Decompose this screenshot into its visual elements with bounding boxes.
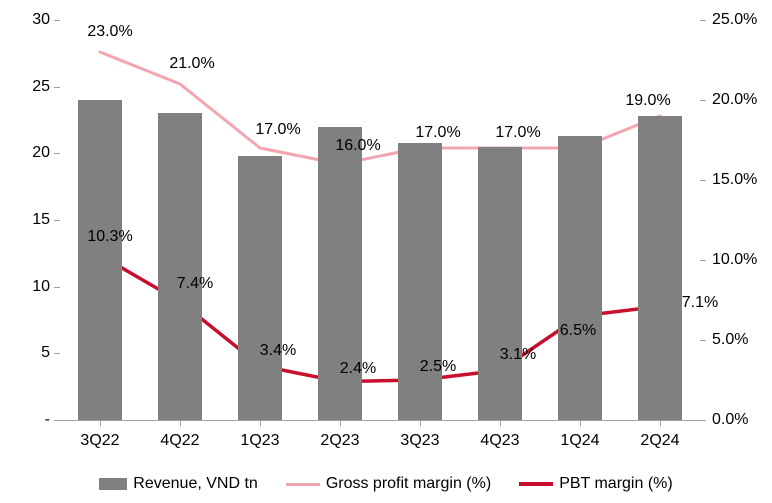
x-tick-label: 1Q24 — [560, 432, 599, 450]
line-pbt-label: 2.4% — [340, 360, 376, 378]
y-left-tick-mark — [54, 20, 60, 21]
x-tick-mark — [100, 420, 101, 426]
y-left-tick-label: 15 — [0, 211, 50, 229]
x-axis-line — [60, 420, 700, 421]
y-right-tick-mark — [700, 340, 706, 341]
x-tick-mark — [580, 420, 581, 426]
legend-swatch-revenue — [99, 478, 127, 490]
legend-item-pbt: PBT margin (%) — [519, 475, 673, 493]
y-right-tick-mark — [700, 260, 706, 261]
line-gpm-label: 23.0% — [87, 23, 132, 41]
y-left-tick-mark — [54, 87, 60, 88]
bar-revenue — [78, 100, 122, 420]
y-left-tick-mark — [54, 420, 60, 421]
y-left-tick-mark — [54, 153, 60, 154]
line-pbt-label: 7.1% — [682, 294, 718, 312]
y-right-tick-label: 10.0% — [712, 251, 772, 269]
x-tick-label: 2Q24 — [640, 432, 679, 450]
y-left-tick-mark — [54, 220, 60, 221]
bar-revenue — [238, 156, 282, 420]
y-left-tick-label: - — [0, 411, 50, 429]
line-layer — [60, 20, 700, 420]
legend-label-gpm: Gross profit margin (%) — [326, 475, 491, 493]
legend: Revenue, VND tn Gross profit margin (%) … — [0, 475, 772, 493]
y-left-tick-mark — [54, 287, 60, 288]
line-pbt-label: 10.3% — [87, 228, 132, 246]
x-tick-label: 3Q22 — [80, 432, 119, 450]
y-right-tick-label: 0.0% — [712, 411, 772, 429]
y-right-tick-label: 25.0% — [712, 11, 772, 29]
line-gpm-label: 21.0% — [169, 55, 214, 73]
x-tick-label: 4Q23 — [480, 432, 519, 450]
x-tick-label: 3Q23 — [400, 432, 439, 450]
y-right-tick-mark — [700, 100, 706, 101]
y-right-tick-mark — [700, 180, 706, 181]
y-right-tick-label: 5.0% — [712, 331, 772, 349]
x-tick-mark — [500, 420, 501, 426]
bar-revenue — [638, 116, 682, 420]
bar-revenue — [558, 136, 602, 420]
x-tick-label: 2Q23 — [320, 432, 359, 450]
line-pbt-label: 3.1% — [500, 346, 536, 364]
x-tick-label: 4Q22 — [160, 432, 199, 450]
line-pbt-label: 6.5% — [560, 322, 596, 340]
bar-revenue — [478, 147, 522, 420]
y-left-tick-label: 20 — [0, 144, 50, 162]
x-tick-mark — [660, 420, 661, 426]
y-right-tick-mark — [700, 420, 706, 421]
y-left-tick-mark — [54, 353, 60, 354]
y-left-tick-label: 30 — [0, 11, 50, 29]
plot-area: -510152025300.0%5.0%10.0%15.0%20.0%25.0%… — [60, 20, 700, 420]
legend-label-pbt: PBT margin (%) — [559, 475, 673, 493]
y-right-tick-label: 15.0% — [712, 171, 772, 189]
y-left-tick-label: 25 — [0, 78, 50, 96]
y-right-tick-label: 20.0% — [712, 91, 772, 109]
legend-item-gpm: Gross profit margin (%) — [286, 475, 491, 493]
y-left-tick-label: 5 — [0, 344, 50, 362]
y-left-tick-label: 10 — [0, 278, 50, 296]
x-tick-mark — [180, 420, 181, 426]
line-gpm-label: 17.0% — [255, 121, 300, 139]
bar-revenue — [158, 113, 202, 420]
bar-revenue — [398, 143, 442, 420]
legend-swatch-gpm — [286, 483, 320, 486]
line-gpm-label: 17.0% — [495, 124, 540, 142]
x-tick-mark — [420, 420, 421, 426]
legend-swatch-pbt — [519, 482, 553, 486]
chart-container: - 5 10 15 20 25 30 0.0% 5.0% 10.0% 15.0% 20.0% 25.0%… — [0, 0, 772, 503]
line-gpm-label: 16.0% — [335, 137, 380, 155]
y-right-tick-mark — [700, 20, 706, 21]
legend-label-revenue: Revenue, VND tn — [133, 475, 258, 493]
line-gpm-label: 19.0% — [625, 92, 670, 110]
line-pbt-label: 2.5% — [420, 358, 456, 376]
line-gpm-label: 17.0% — [415, 124, 460, 142]
line-pbt-label: 7.4% — [177, 275, 213, 293]
legend-item-revenue: Revenue, VND tn — [99, 475, 258, 493]
x-tick-mark — [340, 420, 341, 426]
x-tick-mark — [260, 420, 261, 426]
line-pbt-label: 3.4% — [260, 342, 296, 360]
x-tick-label: 1Q23 — [240, 432, 279, 450]
